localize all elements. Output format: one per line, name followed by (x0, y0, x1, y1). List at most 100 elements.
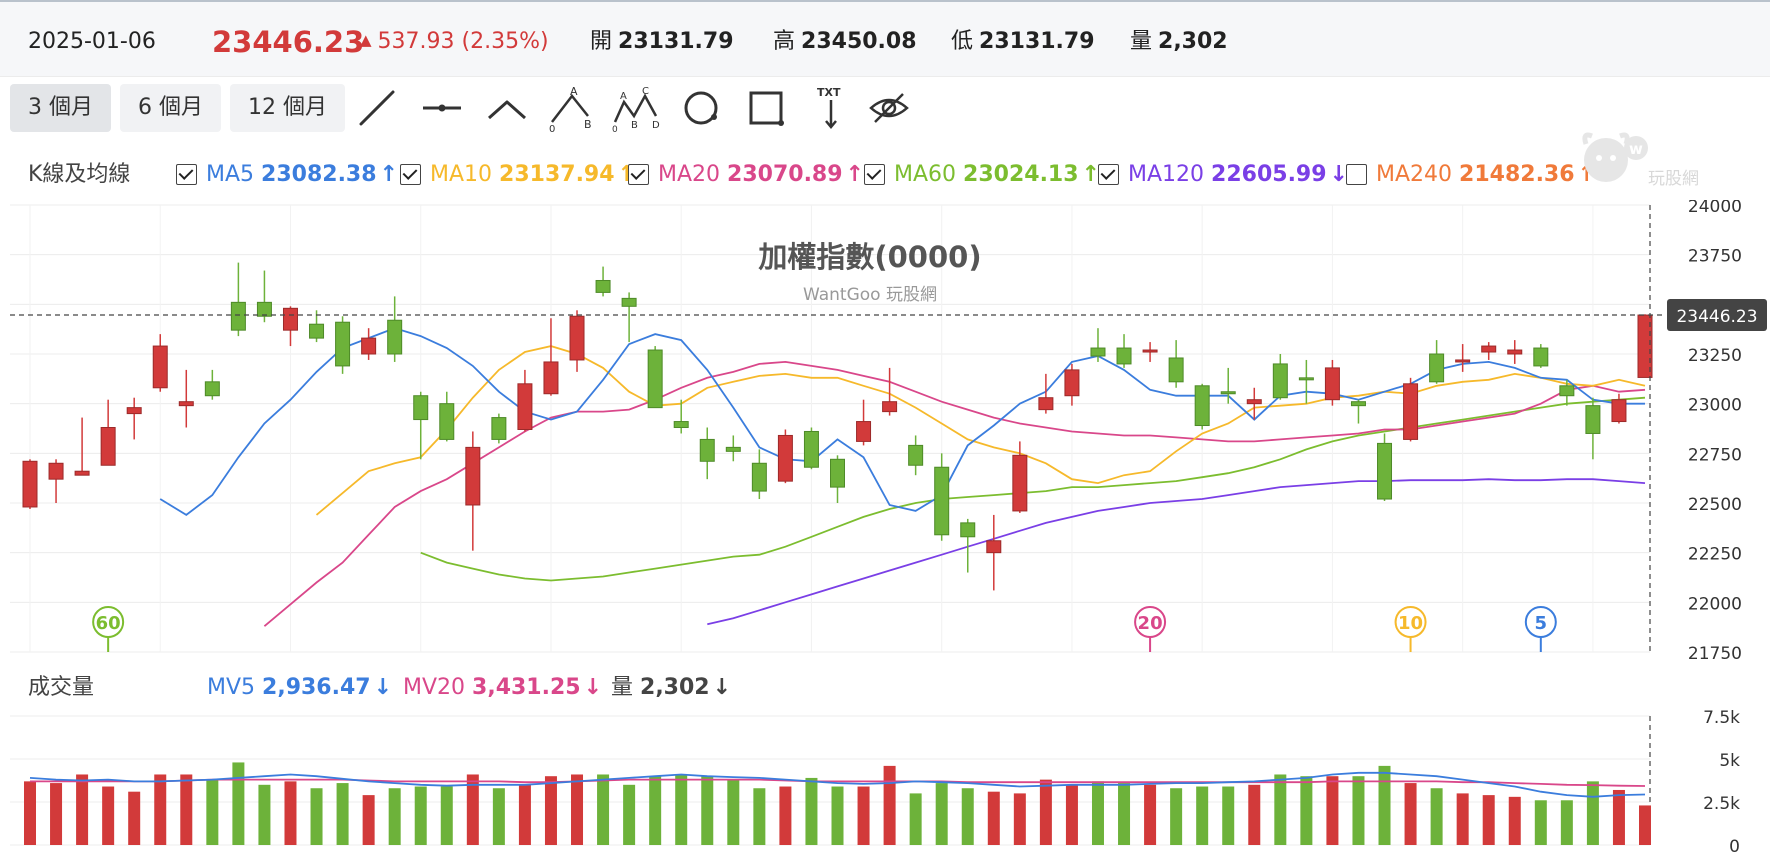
ma10-name: MA10 (430, 162, 493, 187)
volume-chart[interactable]: 7.5k 5k 2.5k 0 (0, 708, 1770, 860)
candle (1637, 314, 1653, 378)
candle (126, 397, 142, 440)
period-marker-label: 60 (96, 613, 121, 634)
candle (48, 459, 64, 503)
mv20-name: MV20 (403, 675, 466, 700)
ma-legend-item-ma120[interactable]: MA120 22605.99 ↓ (1098, 155, 1348, 195)
top-border (0, 0, 1770, 2)
ma20-checkbox[interactable] (628, 164, 649, 185)
candle (830, 455, 845, 503)
candlestick-chart[interactable]: 2400023750235002325023000227502250022250… (0, 200, 1770, 660)
arrow-up-icon: ↑ (379, 162, 398, 187)
volume-bar (987, 791, 1000, 845)
candle-body (1194, 385, 1210, 427)
candle-body (1324, 367, 1340, 401)
candle-body (361, 337, 377, 355)
volume-bar (1118, 783, 1131, 845)
volume-bar (1196, 786, 1209, 845)
volume-y-tick-label: 7.5k (1703, 708, 1740, 728)
candle (908, 435, 924, 476)
volume-bar (623, 784, 636, 845)
candle-body (1611, 399, 1627, 423)
candle-body (1298, 377, 1314, 381)
candle-body (595, 279, 611, 293)
period-12m-button[interactable]: 12 個月 (230, 84, 345, 132)
candle (387, 296, 403, 362)
watermark-subtitle: WantGoo 玩股網 (803, 285, 937, 305)
candle (1585, 397, 1601, 460)
candle-body (882, 401, 898, 413)
rectangle-tool-icon[interactable] (742, 84, 790, 132)
candle-body (439, 403, 455, 440)
ma5-line (159, 327, 1645, 516)
circle-tool-icon[interactable] (677, 84, 725, 132)
abcd-wave-tool-icon[interactable]: A C 0 B D (612, 84, 660, 135)
volume-bar (102, 786, 115, 845)
volume-bar (1065, 784, 1078, 845)
svg-text:B: B (631, 120, 638, 131)
angle-tool-icon[interactable] (483, 84, 531, 132)
ma-legend-item-ma240[interactable]: MA240 21482.36 ↑ (1346, 155, 1596, 195)
candle (22, 459, 38, 509)
last-price: 23446.23 (212, 25, 365, 59)
high-price: 高 23450.08 (773, 2, 917, 82)
ma240-checkbox[interactable] (1346, 164, 1367, 185)
low-label: 低 (951, 29, 974, 54)
volume-legend-title: 成交量 (28, 675, 95, 700)
candle-body (48, 462, 64, 480)
volume-bar (1508, 796, 1521, 845)
candle-body (1585, 405, 1601, 434)
candle-body (1168, 357, 1184, 383)
ma120-checkbox[interactable] (1098, 164, 1119, 185)
ma10-checkbox[interactable] (400, 164, 421, 185)
volume-bar (24, 781, 36, 845)
volume-legend: 成交量 (28, 668, 94, 708)
candle-body (1272, 363, 1288, 399)
candle-body (803, 430, 819, 468)
logo-text: 玩股網 (1648, 169, 1699, 189)
ma-legend-item-ma5[interactable]: MA5 23082.38 ↑ (176, 155, 398, 195)
arrow-up-icon: ↑ (1081, 162, 1100, 187)
candle (1455, 344, 1471, 372)
watermark-title: 加權指數(0000) (758, 240, 981, 274)
ma60-checkbox[interactable] (864, 164, 885, 185)
svg-text:C: C (642, 86, 649, 97)
mv5-name: MV5 (207, 675, 256, 700)
candle-body (256, 301, 272, 317)
mv5-value: 2,936.47 (262, 675, 371, 700)
candle (1533, 344, 1549, 368)
ma-legend-item-ma20[interactable]: MA20 23070.89 ↑ (628, 155, 864, 195)
volume-bar (675, 774, 688, 845)
candle-body (960, 522, 976, 538)
abc-wave-tool-icon[interactable]: A 0 B (548, 84, 596, 135)
ma-legend-item-ma60[interactable]: MA60 23024.13 ↑ (864, 155, 1100, 195)
period-marker-label: 5 (1535, 613, 1548, 634)
period-marker: 5 (1524, 606, 1557, 652)
ma5-checkbox[interactable] (176, 164, 197, 185)
candle (439, 391, 455, 442)
open-label: 開 (590, 29, 613, 54)
text-tool-icon[interactable]: TXT (807, 84, 855, 132)
candle (465, 431, 481, 551)
candle-body (1116, 347, 1132, 365)
horizontal-line-tool-icon[interactable] (418, 84, 466, 132)
mv20-value: 3,431.25 (472, 675, 581, 700)
candle-body (413, 395, 429, 421)
volume-bar (492, 788, 505, 845)
volume-bar (1560, 800, 1573, 845)
candle (1064, 363, 1080, 406)
line-tool-icon[interactable] (353, 84, 401, 132)
volume-bar (935, 783, 948, 845)
period-6m-button[interactable]: 6 個月 (120, 84, 221, 132)
candle (882, 367, 898, 416)
volume-bar (1300, 776, 1313, 845)
ma120-line (707, 478, 1646, 626)
volume-bar (727, 779, 740, 845)
volume-bar (857, 786, 870, 845)
period-3m-button[interactable]: 3 個月 (10, 84, 111, 132)
open-price: 開 23131.79 (590, 2, 734, 82)
candle (1194, 383, 1210, 430)
hide-drawings-icon[interactable] (865, 84, 913, 132)
candle (673, 399, 689, 434)
ma-legend-item-ma10[interactable]: MA10 23137.94 ↑ (400, 155, 636, 195)
